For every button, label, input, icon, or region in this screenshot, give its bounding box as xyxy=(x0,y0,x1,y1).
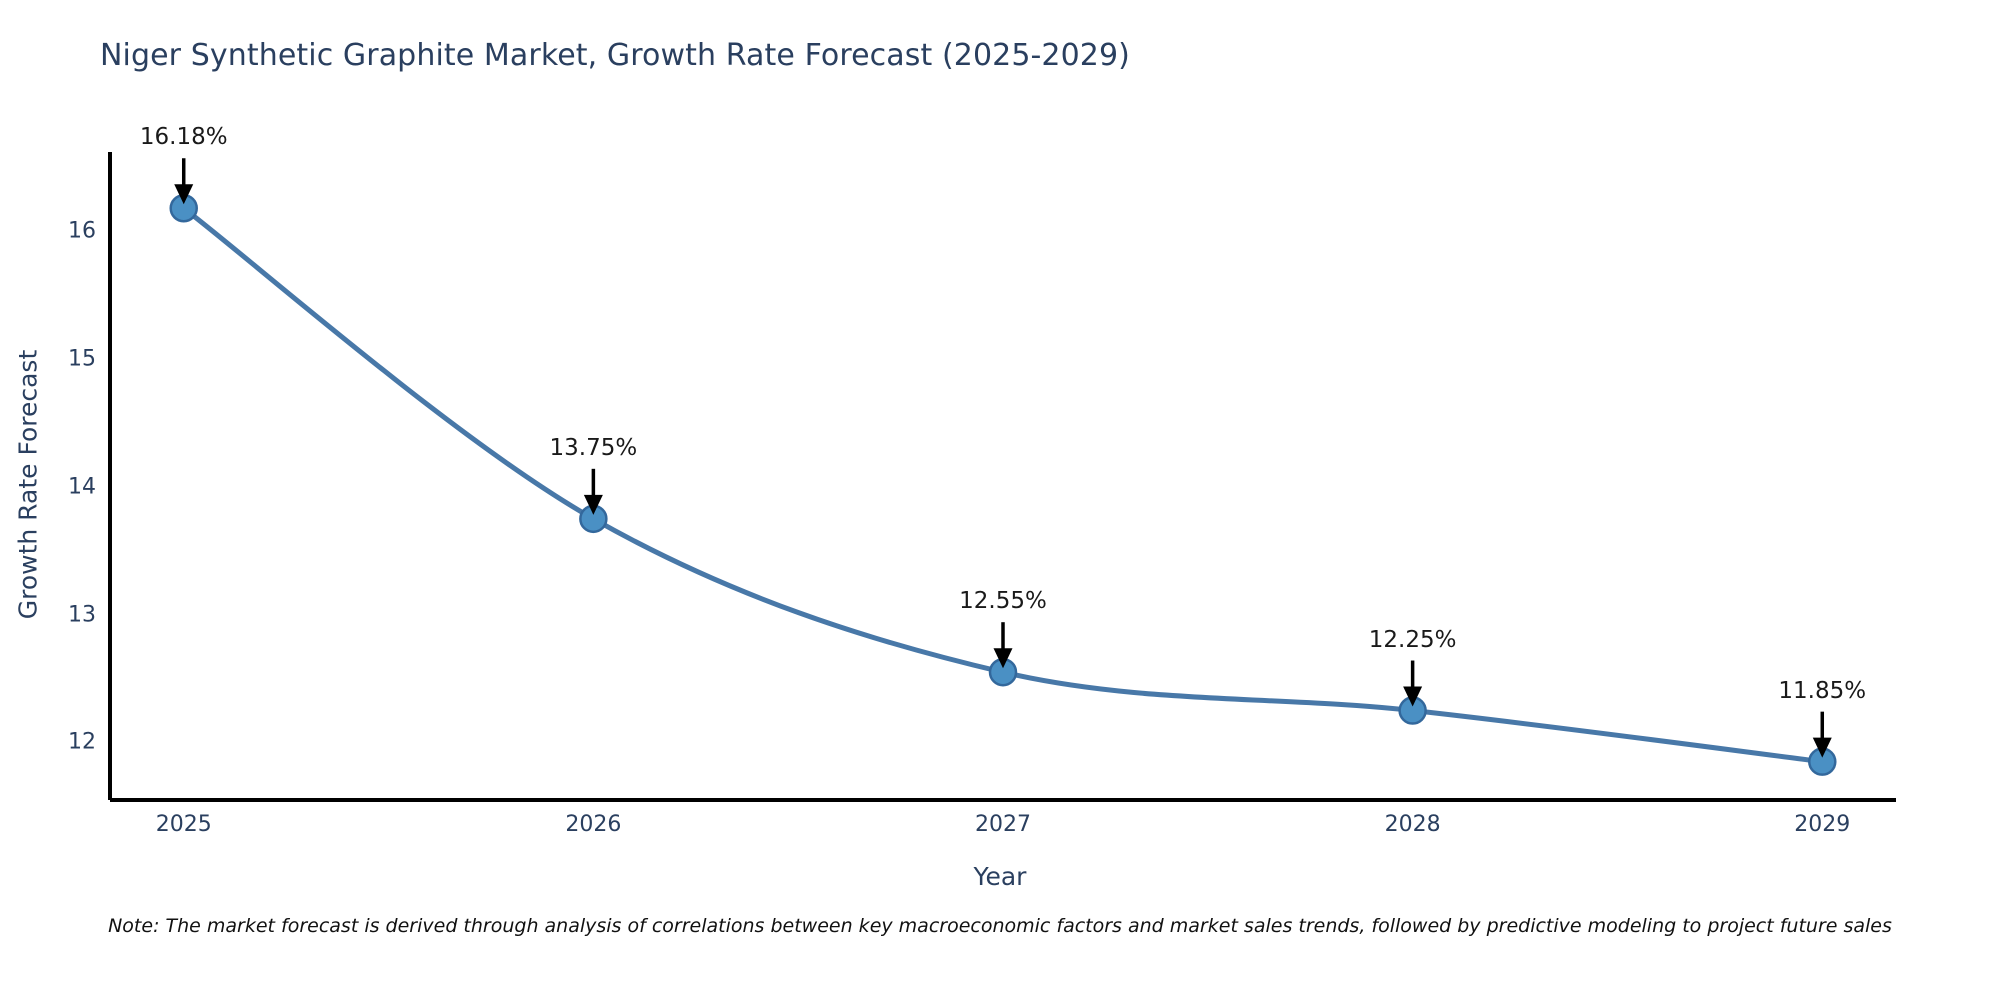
chart-title: Niger Synthetic Graphite Market, Growth … xyxy=(100,38,1130,73)
y-axis-tick-label: 13 xyxy=(68,602,96,628)
chart-footnote: Note: The market forecast is derived thr… xyxy=(108,915,1892,937)
y-axis-title: Growth Rate Forecast xyxy=(13,349,43,620)
x-axis-tick-label: 2025 xyxy=(155,812,212,837)
x-axis-tick-label: 2026 xyxy=(565,812,622,837)
y-axis-tick-label: 12 xyxy=(68,729,96,755)
data-point-markers xyxy=(169,193,1837,776)
data-point-label: 12.55% xyxy=(959,588,1047,615)
annotation-arrow-head xyxy=(1812,737,1832,758)
x-axis-title: Year xyxy=(973,862,1027,891)
annotation-arrows xyxy=(174,158,1832,758)
y-axis-tick-label: 14 xyxy=(68,474,96,500)
annotation-arrow-head xyxy=(993,648,1013,669)
y-axis-tick-label: 16 xyxy=(68,218,96,244)
data-point-label: 16.18% xyxy=(139,124,228,151)
annotation-arrow-head xyxy=(583,494,603,515)
data-point-label: 11.85% xyxy=(1778,677,1867,704)
data-point-label: 13.75% xyxy=(549,434,638,461)
x-axis-tick-label: 2028 xyxy=(1384,812,1441,837)
annotation-arrow-head xyxy=(1403,686,1423,707)
y-axis-tick-label: 15 xyxy=(68,346,96,372)
axis-lines xyxy=(108,152,1896,802)
x-axis-tick-label: 2029 xyxy=(1794,812,1851,837)
data-point-label: 12.25% xyxy=(1368,626,1457,653)
x-axis-tick-label: 2027 xyxy=(975,812,1031,837)
annotation-arrow-head xyxy=(174,184,194,205)
